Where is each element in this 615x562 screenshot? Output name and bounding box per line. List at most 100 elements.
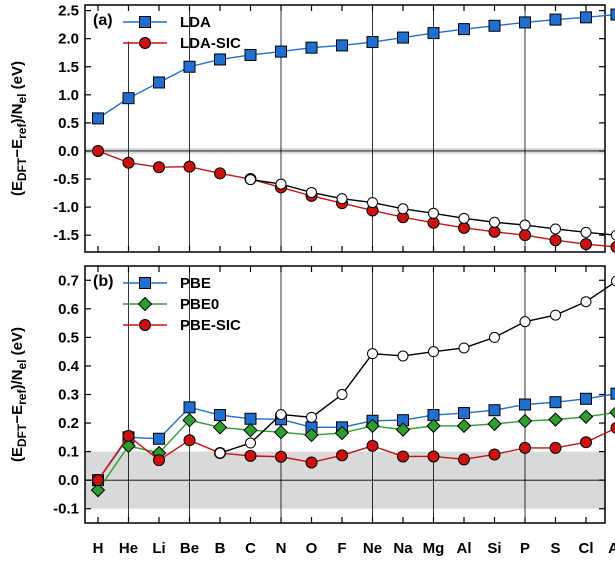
data-point	[581, 239, 592, 250]
data-point	[398, 32, 409, 43]
data-point	[520, 220, 530, 230]
y-axis-label-part: (E	[9, 181, 26, 196]
y-axis-label-part: −E	[9, 405, 26, 424]
y-tick-label: -1.5	[53, 227, 79, 244]
data-point	[184, 61, 195, 72]
y-axis-label-part: el	[15, 360, 29, 370]
data-point	[154, 455, 165, 466]
data-point	[184, 402, 195, 413]
data-point	[550, 235, 561, 246]
data-point	[551, 310, 561, 320]
data-point	[275, 426, 288, 439]
x-tick-label: H	[93, 540, 104, 557]
data-point	[581, 227, 591, 237]
y-tick-label: 1.5	[58, 59, 79, 76]
legend-label: PBE-SIC	[180, 317, 241, 334]
data-point	[520, 230, 531, 241]
y-axis-label: (EDFT−Eref)/Nel (eV)	[9, 61, 29, 196]
x-tick-label: Be	[180, 540, 199, 557]
data-point	[215, 168, 226, 179]
x-tick-label: C	[245, 540, 256, 557]
data-point	[154, 162, 165, 173]
data-point	[245, 450, 256, 461]
y-axis-label: (EDFT−Eref)/Nel (eV)	[9, 327, 29, 462]
y-axis-label-part: −E	[9, 139, 26, 158]
data-point	[428, 28, 439, 39]
data-point	[276, 179, 286, 189]
data-point	[215, 54, 226, 65]
legend-marker	[140, 17, 151, 28]
data-point	[307, 187, 317, 197]
data-point	[245, 49, 256, 60]
data-point	[520, 399, 531, 410]
y-tick-label: 0.3	[58, 387, 79, 404]
data-point	[520, 442, 531, 453]
y-axis-label-part: DFT	[15, 423, 29, 447]
data-point	[581, 12, 592, 23]
legend-label: LDA	[180, 14, 211, 31]
data-point	[611, 9, 615, 20]
x-tick-label: O	[306, 540, 318, 557]
data-point	[611, 241, 615, 252]
data-point	[93, 475, 104, 486]
data-point	[489, 405, 500, 416]
data-point	[368, 349, 378, 359]
data-point	[276, 46, 287, 57]
legend-marker	[140, 278, 151, 289]
data-point	[489, 449, 500, 460]
data-point	[519, 415, 532, 428]
data-point	[337, 390, 347, 400]
y-tick-label: 0.2	[58, 415, 79, 432]
data-point	[428, 217, 439, 228]
legend-label: PBE	[180, 275, 211, 292]
data-point	[246, 438, 256, 448]
y-axis-label-part: DFT	[15, 157, 29, 181]
data-point	[489, 226, 500, 237]
data-point	[551, 224, 561, 234]
legend-label: PBE0	[180, 296, 219, 313]
data-point	[154, 433, 165, 444]
y-axis-label-part: el	[15, 94, 29, 104]
y-axis-label-part: )/N	[9, 104, 26, 124]
data-point	[611, 422, 615, 433]
data-point	[612, 230, 615, 240]
data-point	[458, 419, 471, 432]
legend-marker	[139, 298, 152, 311]
data-point	[154, 77, 165, 88]
data-point	[184, 435, 195, 446]
data-point	[581, 437, 592, 448]
data-point	[549, 413, 562, 426]
y-axis-label-part: (eV)	[9, 327, 26, 360]
series-line	[98, 151, 615, 247]
data-point	[245, 413, 256, 424]
panel-a: -1.5-1.0-0.50.00.51.01.52.02.5(EDFT−Eref…	[9, 3, 615, 253]
data-point	[306, 42, 317, 53]
data-point	[488, 417, 501, 430]
data-point	[306, 457, 317, 468]
y-tick-label: -0.5	[53, 171, 79, 188]
x-tick-label: Mg	[423, 540, 445, 557]
y-tick-label: -1.0	[53, 199, 79, 216]
x-tick-label: N	[276, 540, 287, 557]
data-point	[459, 343, 469, 353]
data-point	[459, 222, 470, 233]
data-point	[459, 454, 470, 465]
x-tick-label: Ar	[608, 540, 615, 557]
data-point	[520, 17, 531, 28]
y-tick-label: 0.5	[58, 115, 79, 132]
data-point	[367, 440, 378, 451]
data-point	[276, 451, 287, 462]
x-tick-label: Si	[487, 540, 501, 557]
x-tick-label: Na	[393, 540, 413, 557]
legend-marker	[140, 38, 151, 49]
data-point	[93, 145, 104, 156]
panel-label: (a)	[93, 12, 113, 29]
data-point	[398, 204, 408, 214]
legend-marker	[140, 320, 151, 331]
data-point	[184, 161, 195, 172]
x-tick-label: S	[550, 540, 560, 557]
y-tick-label: -0.1	[53, 501, 79, 518]
data-point	[244, 424, 257, 437]
data-point	[123, 430, 134, 441]
